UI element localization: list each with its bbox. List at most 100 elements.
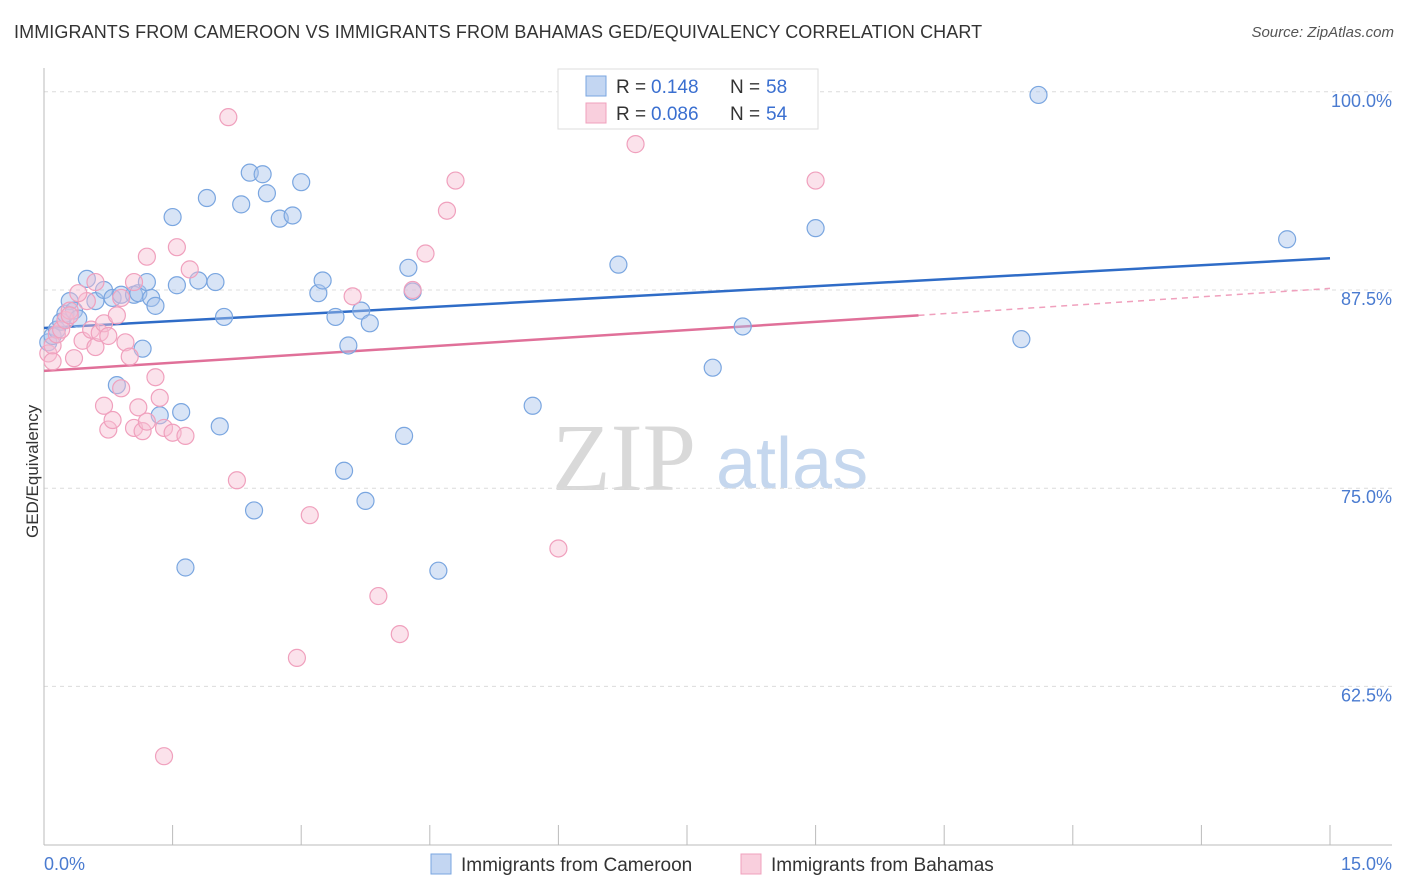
bahamas-trend-extension bbox=[918, 287, 1331, 317]
cameroon-point bbox=[356, 491, 375, 510]
bahamas-point bbox=[369, 586, 388, 606]
bahamas-point bbox=[446, 171, 465, 190]
bahamas-point bbox=[86, 337, 105, 357]
bahamas-point bbox=[300, 506, 319, 525]
bahamas-point bbox=[52, 320, 71, 339]
bahamas-point bbox=[86, 272, 105, 292]
y-tick-labels: 62.5% 75.0% 87.5% 100.0% bbox=[1331, 91, 1392, 706]
trend-lines bbox=[43, 257, 1331, 373]
bahamas-point bbox=[343, 287, 362, 306]
x-tick-labels: 0.0% 15.0% bbox=[44, 854, 1392, 874]
bahamas-point bbox=[69, 284, 88, 303]
bahamas-point bbox=[112, 288, 131, 308]
cameroon-point bbox=[1012, 330, 1031, 349]
bahamas-point bbox=[403, 280, 422, 300]
bahamas-point bbox=[64, 349, 84, 368]
cameroon-point bbox=[176, 558, 195, 577]
bahamas-point bbox=[137, 247, 156, 266]
cameroon-point bbox=[206, 272, 225, 292]
grid-lines bbox=[44, 91, 1392, 687]
bahamas-point bbox=[626, 135, 645, 154]
bahamas-point bbox=[154, 747, 174, 766]
cameroon-point bbox=[609, 255, 628, 274]
y-tick-label: 100.0% bbox=[1331, 91, 1392, 111]
cameroon-point bbox=[806, 219, 825, 238]
y-tick-label: 75.0% bbox=[1341, 487, 1392, 507]
bahamas-point bbox=[287, 648, 307, 667]
cameroon-point bbox=[429, 561, 448, 580]
bahamas-point bbox=[103, 410, 122, 430]
legend-n-label-bahamas: N = bbox=[730, 104, 760, 125]
legend-n-value-cameroon: 58 bbox=[766, 77, 787, 98]
bottom-legend-swatch-cameroon bbox=[430, 853, 452, 875]
series-legend: Immigrants from Cameroon Immigrants from… bbox=[430, 853, 994, 876]
cameroon-point bbox=[292, 173, 311, 192]
bahamas-point bbox=[107, 306, 126, 325]
bahamas-point bbox=[133, 422, 152, 441]
bahamas-point bbox=[60, 301, 79, 320]
legend-swatch-cameroon bbox=[585, 75, 607, 97]
cameroon-point bbox=[214, 307, 234, 327]
bahamas-point bbox=[549, 539, 568, 558]
bahamas-point bbox=[137, 412, 156, 431]
cameroon-point bbox=[210, 417, 229, 436]
cameroon-point bbox=[334, 461, 354, 480]
bahamas-point bbox=[120, 347, 139, 366]
bahamas-point bbox=[94, 396, 114, 415]
bahamas-point bbox=[146, 368, 165, 387]
bahamas-point bbox=[60, 306, 79, 325]
bahamas-point bbox=[806, 171, 825, 190]
legend-r-value-cameroon: 0.148 bbox=[651, 77, 699, 98]
cameroon-point bbox=[703, 358, 722, 377]
cameroon-point bbox=[399, 258, 418, 277]
cameroon-point bbox=[232, 195, 251, 214]
bahamas-point bbox=[154, 418, 174, 438]
watermark-atlas: atlas bbox=[716, 424, 868, 504]
cameroon-point bbox=[1029, 85, 1048, 105]
cameroon-point bbox=[523, 396, 542, 415]
x-tick-label-max: 15.0% bbox=[1341, 854, 1392, 874]
bahamas-point bbox=[180, 260, 199, 279]
bahamas-trend-line bbox=[43, 314, 919, 373]
cameroon-point bbox=[257, 184, 277, 203]
bottom-legend-label-cameroon: Immigrants from Cameroon bbox=[461, 855, 692, 876]
cameroon-trend-line bbox=[43, 257, 1331, 330]
bahamas-point bbox=[43, 336, 62, 355]
cameroon-point bbox=[339, 336, 358, 355]
bahamas-point bbox=[390, 624, 409, 644]
bahamas-point bbox=[116, 333, 135, 352]
watermark-zip: ZIP bbox=[552, 404, 696, 511]
cameroon-point bbox=[360, 314, 379, 333]
correlation-legend: R = 0.148 N = 58 R = 0.086 N = 54 bbox=[557, 68, 819, 130]
bahamas-point bbox=[227, 471, 246, 490]
bottom-legend-label-bahamas: Immigrants from Bahamas bbox=[771, 855, 994, 876]
bahamas-point bbox=[43, 352, 62, 371]
cameroon-point bbox=[146, 296, 165, 315]
x-tick-label-min: 0.0% bbox=[44, 854, 85, 874]
bahamas-point bbox=[176, 426, 195, 445]
cameroon-point bbox=[313, 271, 332, 290]
y-tick-label: 87.5% bbox=[1341, 289, 1392, 309]
legend-swatch-bahamas bbox=[585, 102, 607, 124]
bahamas-point bbox=[112, 379, 131, 398]
cameroon-point bbox=[283, 206, 302, 225]
bottom-legend-swatch-bahamas bbox=[740, 853, 762, 875]
cameroon-point bbox=[394, 426, 414, 445]
cameroon-point bbox=[352, 301, 371, 320]
bahamas-point bbox=[437, 201, 457, 220]
bahamas-point bbox=[99, 420, 118, 439]
cameroon-point bbox=[167, 276, 186, 295]
cameroon-point bbox=[253, 165, 272, 184]
legend-r-value-bahamas: 0.086 bbox=[651, 104, 699, 125]
bahamas-point bbox=[219, 108, 238, 127]
axes bbox=[43, 68, 1392, 846]
chart-title: IMMIGRANTS FROM CAMEROON VS IMMIGRANTS F… bbox=[14, 22, 983, 42]
cameroon-point bbox=[1278, 230, 1297, 249]
legend-n-value-bahamas: 54 bbox=[766, 104, 788, 125]
cameroon-point bbox=[172, 403, 191, 422]
legend-n-label-cameroon: N = bbox=[730, 77, 760, 98]
bahamas-point bbox=[416, 244, 435, 263]
cameroon-point bbox=[163, 207, 182, 227]
cameroon-point bbox=[733, 317, 752, 336]
